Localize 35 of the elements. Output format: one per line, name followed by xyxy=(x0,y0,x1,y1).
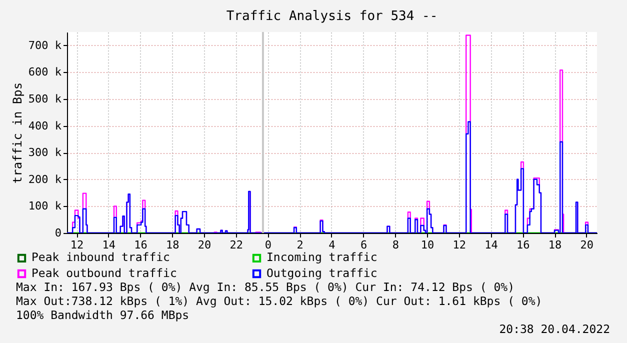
text: Max Out:738.12 kBps ( 1%) Avg Out: 15.02 kBps ( 0%) Cur Out: 1.61 kBps ( 0%) xyxy=(16,294,542,308)
y-tick-label: 500 k xyxy=(28,92,62,106)
x-tick-label: 12 xyxy=(70,238,84,252)
x-tick-label: 8 xyxy=(392,238,400,252)
legend-label: Incoming traffic xyxy=(266,250,378,264)
x-tick-label: 2 xyxy=(296,238,304,252)
x-tick-label: 14 xyxy=(102,238,116,252)
y-axis-title: traffic in Bps xyxy=(10,82,24,184)
x-tick-label: 14 xyxy=(484,238,498,252)
legend-label: Outgoing traffic xyxy=(266,266,378,280)
x-tick-label: 12 xyxy=(452,238,466,252)
y-tick-label: 200 k xyxy=(28,172,62,186)
x-tick-label: 16 xyxy=(134,238,148,252)
text: 20:38 20.04.2022 xyxy=(499,322,610,336)
x-tick-label: 18 xyxy=(548,238,562,252)
y-tick-label: 0 xyxy=(54,226,62,240)
x-tick-label: 6 xyxy=(360,238,368,252)
legend-label: Peak outbound traffic xyxy=(32,266,177,280)
y-tick-label: 700 k xyxy=(28,38,62,52)
x-tick-label: 10 xyxy=(420,238,434,252)
x-tick-label: 16 xyxy=(516,238,530,252)
legend-label: Peak inbound traffic xyxy=(32,250,170,264)
x-tick-label: 20 xyxy=(198,238,212,252)
x-tick-label: 20 xyxy=(580,238,594,252)
x-tick-label: 4 xyxy=(328,238,336,252)
y-tick-label: 600 k xyxy=(28,66,62,79)
text: Max In: 167.93 Bps ( 0%) Avg In: 85.55 Bps ( 0%) Cur In: 74.12 Bps ( 0%) xyxy=(16,280,514,294)
chart-title: Traffic Analysis for 534 -- xyxy=(226,9,438,24)
y-tick-label: 400 k xyxy=(28,119,62,132)
y-tick-label: 100 k xyxy=(28,200,62,213)
y-tick-label: 300 k xyxy=(28,146,62,160)
x-tick-label: 0 xyxy=(264,238,272,252)
x-tick-label: 18 xyxy=(166,238,180,252)
x-tick-label: 22 xyxy=(230,238,244,252)
text: 100% Bandwidth 97.66 MBps xyxy=(16,308,190,322)
